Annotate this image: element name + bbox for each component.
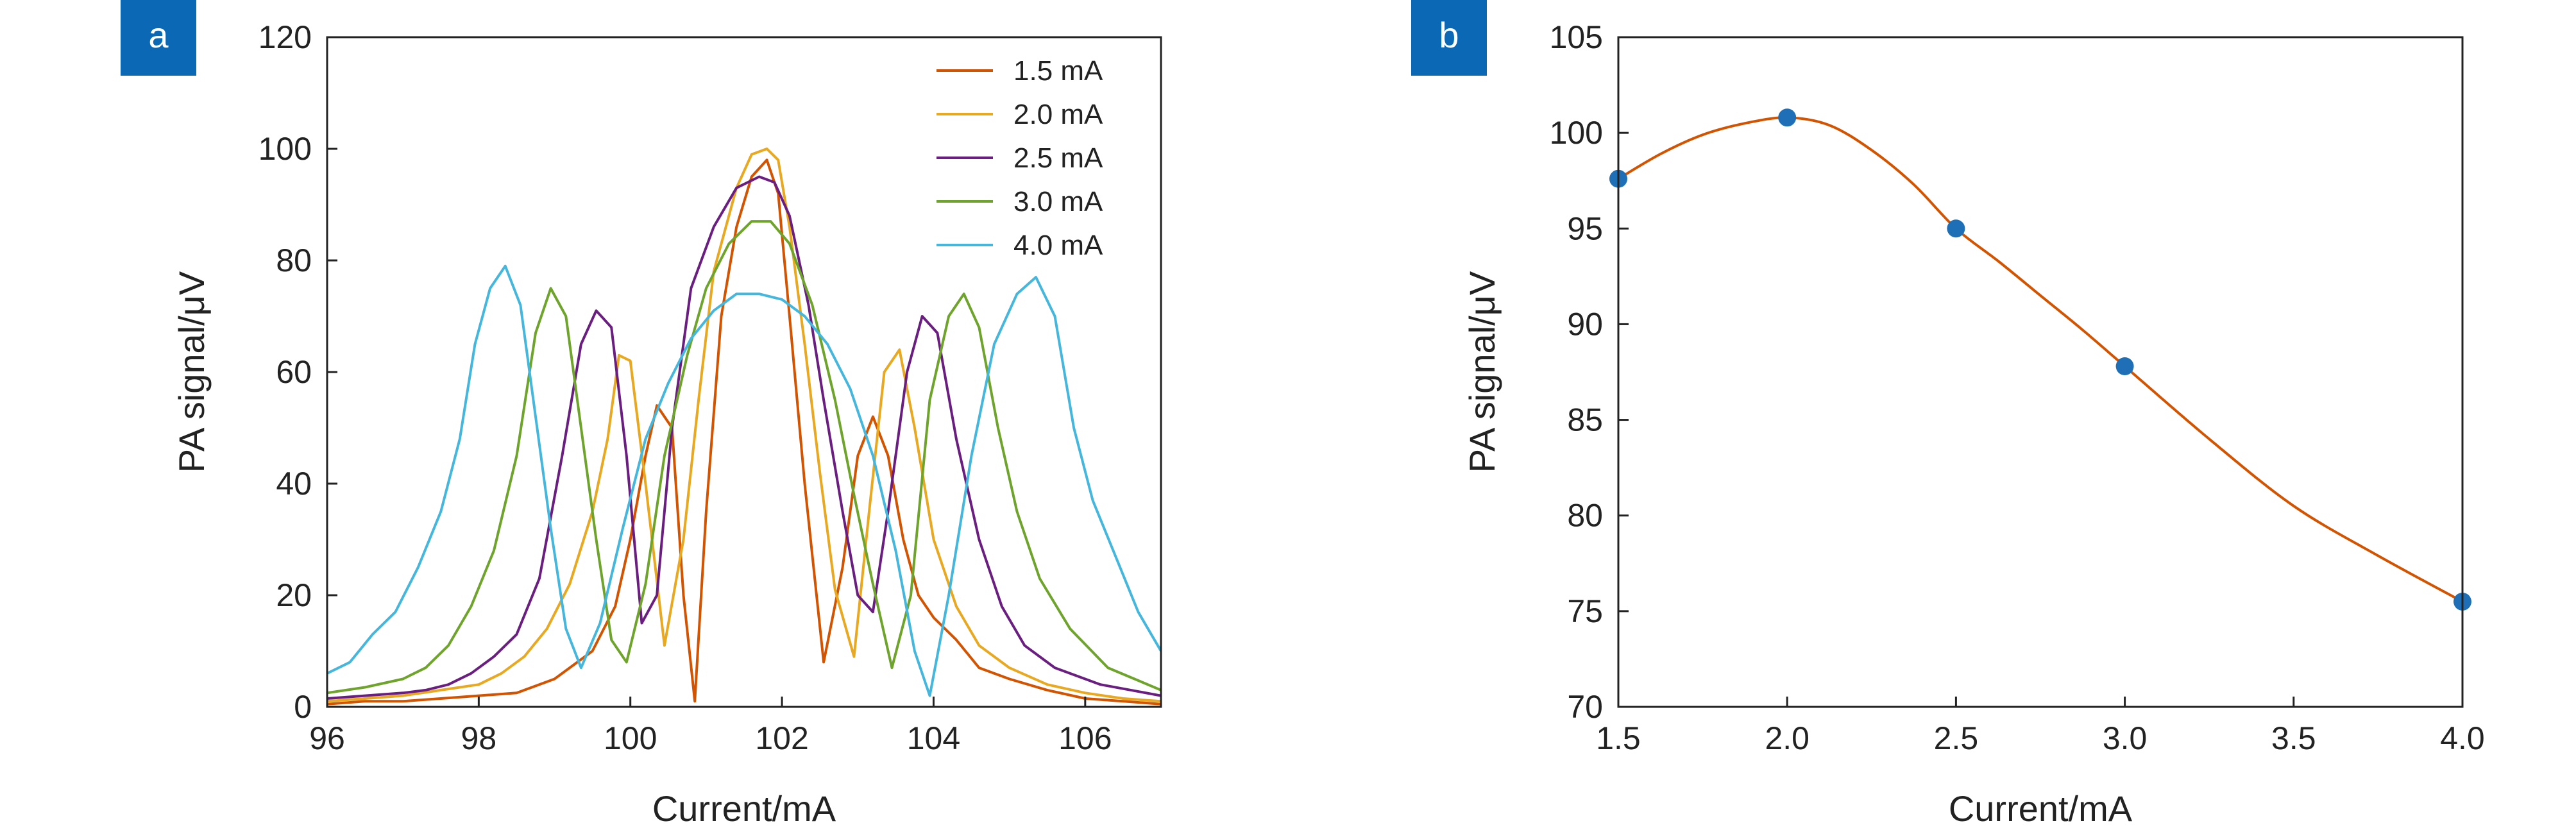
series-line-2-5-ma — [327, 175, 1161, 700]
x-tick-label: 100 — [604, 720, 657, 756]
series-line-1-5-ma — [327, 158, 1161, 706]
panel-b-label: b — [1439, 15, 1459, 55]
x-tick-label: 96 — [309, 720, 345, 756]
panel-a-badge — [121, 0, 196, 76]
y-tick-label: 120 — [258, 19, 312, 55]
fit-curve — [1617, 116, 2463, 603]
legend-label: 2.0 mA — [1013, 99, 1103, 130]
y-tick-label: 70 — [1567, 689, 1603, 725]
panel-b-ticks: 1.5 2.0 2.5 3.0 3.5 4.0 70 75 80 85 90 95 100 105 — [1550, 19, 2485, 756]
x-tick-label: 104 — [907, 720, 960, 756]
series-line-3-0-ma — [327, 220, 1161, 695]
y-tick-label: 100 — [258, 131, 312, 167]
x-tick-label: 3.0 — [2103, 720, 2148, 756]
x-tick-label: 2.5 — [1934, 720, 1979, 756]
panel-b-y-axis-title: PA signal/μV — [1462, 271, 1502, 473]
y-tick-label: 95 — [1567, 210, 1603, 246]
x-tick-label: 106 — [1058, 720, 1112, 756]
y-tick-label: 20 — [276, 577, 312, 613]
data-point — [1947, 219, 1965, 238]
chart-panel-a: a 96 98 100 102 104 106 0 20 40 60 80 100 120 Curren… — [121, 0, 1162, 829]
y-tick-label: 75 — [1567, 593, 1603, 629]
x-tick-label: 1.5 — [1596, 720, 1641, 756]
x-tick-label: 4.0 — [2440, 720, 2485, 756]
legend-label: 4.0 mA — [1013, 230, 1103, 261]
y-tick-label: 40 — [276, 466, 312, 502]
x-tick-label: 102 — [755, 720, 808, 756]
y-tick-label: 90 — [1567, 306, 1603, 342]
y-tick-label: 105 — [1550, 19, 1603, 55]
y-tick-label: 100 — [1550, 115, 1603, 151]
legend-label: 3.0 mA — [1013, 186, 1103, 217]
x-tick-label: 2.0 — [1765, 720, 1809, 756]
panel-a-x-axis-title: Current/mA — [652, 788, 836, 829]
panel-b-badge — [1411, 0, 1487, 76]
x-tick-label: 3.5 — [2271, 720, 2316, 756]
x-tick-label: 98 — [461, 720, 497, 756]
y-tick-label: 0 — [294, 689, 312, 725]
panel-a-label: a — [148, 15, 169, 55]
y-tick-label: 85 — [1567, 402, 1603, 438]
panel-a-plot — [327, 148, 1161, 706]
series-line-2-0-ma — [327, 148, 1161, 703]
legend-label: 2.5 mA — [1013, 142, 1103, 174]
panel-a-legend: 1.5 mA 2.0 mA 2.5 mA 3.0 mA 4.0 mA — [936, 55, 1103, 261]
y-tick-label: 60 — [276, 354, 312, 390]
y-tick-label: 80 — [276, 242, 312, 278]
data-point — [2115, 357, 2134, 376]
y-tick-label: 80 — [1567, 498, 1603, 534]
panel-b-frame — [1617, 36, 2464, 708]
data-point — [1778, 108, 1797, 127]
panel-a-ticks: 96 98 100 102 104 106 0 20 40 60 80 100 120 — [258, 19, 1112, 756]
legend-label: 1.5 mA — [1013, 55, 1103, 87]
panel-a-y-axis-title: PA signal/μV — [171, 271, 212, 473]
panel-a-frame — [326, 36, 1162, 708]
panel-b-x-axis-title: Current/mA — [1949, 788, 2133, 829]
series-line-4-0-ma — [327, 264, 1161, 697]
panel-b-plot — [1609, 108, 2471, 611]
chart-panel-b: b 1.5 2.0 2.5 3.0 3.5 4.0 70 75 80 85 90 95 100 105 C… — [1411, 0, 2485, 829]
